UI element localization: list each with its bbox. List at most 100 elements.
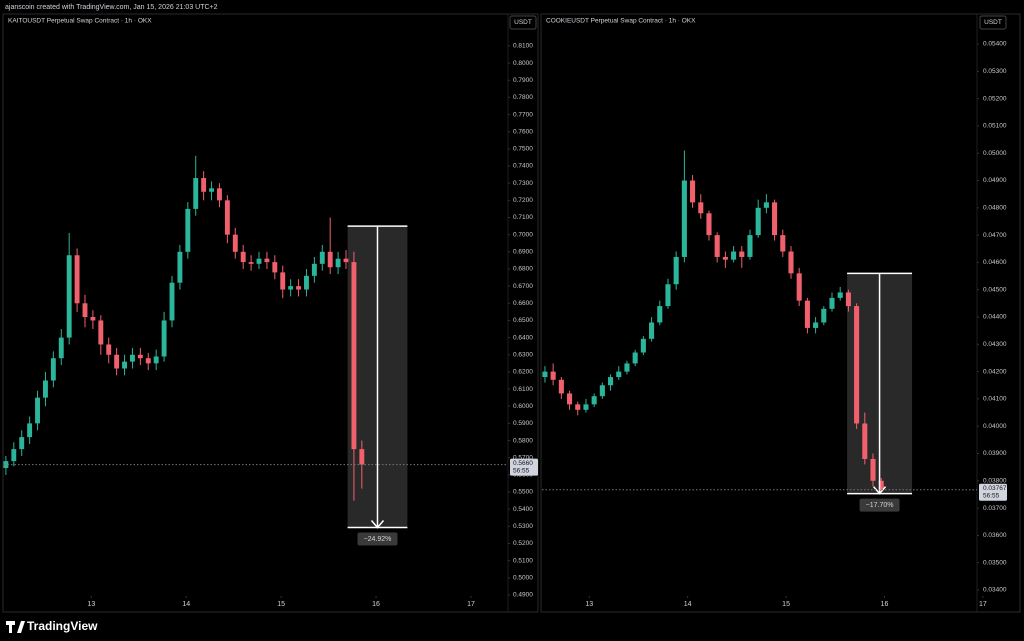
candle-body bbox=[122, 361, 127, 369]
y-tick-label: 0.04300 bbox=[983, 341, 1007, 348]
x-tick-label: 13 bbox=[585, 601, 593, 608]
candle-body bbox=[224, 200, 230, 235]
y-tick-label: 0.04900 bbox=[983, 177, 1007, 184]
candle-body bbox=[649, 322, 655, 339]
candle-body bbox=[657, 306, 663, 323]
y-tick-label: 0.7400 bbox=[513, 163, 533, 170]
y-tick-label: 0.04700 bbox=[983, 232, 1007, 239]
last-price-box bbox=[510, 458, 538, 476]
y-tick-label: 0.03700 bbox=[983, 505, 1007, 512]
candle-body bbox=[106, 344, 112, 355]
candle-body bbox=[145, 358, 151, 364]
candle-body bbox=[50, 358, 56, 381]
y-tick-label: 0.7600 bbox=[513, 128, 533, 135]
candle-body bbox=[698, 202, 704, 214]
y-tick-label: 0.03800 bbox=[983, 478, 1007, 485]
chart-title: COOKIEUSDT Perpetual Swap Contract · 1h … bbox=[546, 18, 696, 25]
currency-button[interactable] bbox=[979, 15, 1007, 30]
candle-body bbox=[114, 354, 120, 369]
currency-label: USDT bbox=[514, 19, 532, 26]
candle-body bbox=[319, 251, 325, 264]
measure-arrowhead bbox=[370, 520, 385, 529]
tradingview-logo: TradingView bbox=[6, 619, 98, 633]
candle-body bbox=[583, 404, 589, 410]
panel-frame bbox=[540, 13, 1021, 613]
candle-body bbox=[232, 234, 238, 252]
candle-body bbox=[240, 251, 246, 263]
y-tick-label: 0.7900 bbox=[513, 77, 533, 84]
candle-body bbox=[837, 292, 843, 298]
candle-body bbox=[35, 397, 40, 424]
candle-body bbox=[42, 380, 48, 398]
candle-body bbox=[3, 461, 9, 469]
y-tick-label: 0.7000 bbox=[513, 231, 533, 238]
x-tick-label: 16 bbox=[372, 601, 380, 608]
y-tick-label: 0.04200 bbox=[983, 368, 1007, 375]
candle-body bbox=[780, 235, 786, 252]
chart-title: KAITOUSDT Perpetual Swap Contract · 1h ·… bbox=[8, 18, 152, 25]
last-price-label: 0.5660 bbox=[513, 460, 533, 467]
candle-body bbox=[351, 262, 357, 450]
candle-body bbox=[870, 458, 876, 481]
candle-body bbox=[878, 480, 884, 490]
y-tick-label: 0.5800 bbox=[513, 437, 533, 444]
y-tick-label: 0.6700 bbox=[513, 283, 533, 290]
candle-body bbox=[58, 337, 64, 359]
candle-body bbox=[11, 449, 17, 462]
candle-body bbox=[845, 292, 851, 307]
candle-body bbox=[19, 437, 25, 450]
candle-body bbox=[640, 338, 646, 353]
currency-button[interactable] bbox=[509, 15, 537, 30]
y-tick-label: 0.7500 bbox=[513, 146, 533, 153]
candle-body bbox=[327, 251, 333, 268]
y-tick-label: 0.04800 bbox=[983, 205, 1007, 212]
candle-body bbox=[153, 356, 159, 364]
candle-body bbox=[772, 202, 778, 236]
x-tick-label: 14 bbox=[182, 601, 190, 608]
y-tick-label: 0.7800 bbox=[513, 94, 533, 101]
candle-body bbox=[542, 371, 548, 378]
countdown-label: 56:55 bbox=[983, 493, 1000, 500]
y-tick-label: 0.6600 bbox=[513, 300, 533, 307]
candle-body bbox=[755, 207, 761, 236]
logo-text: TradingView bbox=[27, 619, 98, 633]
y-tick-label: 0.5200 bbox=[513, 540, 533, 547]
y-tick-label: 0.04100 bbox=[983, 396, 1007, 403]
y-tick-label: 0.5300 bbox=[513, 523, 533, 530]
y-tick-label: 0.8100 bbox=[513, 43, 533, 50]
candle-body bbox=[608, 377, 614, 386]
candle-body bbox=[821, 308, 827, 323]
x-tick-label: 17 bbox=[467, 601, 475, 608]
candle-body bbox=[632, 352, 638, 364]
candle-body bbox=[796, 273, 802, 301]
candle-body bbox=[829, 297, 835, 309]
candle-body bbox=[681, 180, 687, 257]
y-tick-label: 0.05300 bbox=[983, 68, 1007, 75]
last-price-label: 0.03767 bbox=[983, 485, 1007, 492]
candle-body bbox=[248, 262, 254, 264]
candle-body bbox=[706, 213, 712, 236]
candle-body bbox=[217, 188, 222, 201]
y-tick-label: 0.5100 bbox=[513, 557, 533, 564]
logo-icon bbox=[6, 621, 25, 633]
y-tick-label: 0.6900 bbox=[513, 249, 533, 256]
x-tick-label: 13 bbox=[87, 601, 95, 608]
candle-body bbox=[567, 393, 573, 405]
measure-arrowhead bbox=[872, 486, 887, 495]
x-tick-label: 15 bbox=[782, 601, 790, 608]
candle-body bbox=[272, 262, 278, 273]
candle-body bbox=[335, 258, 341, 268]
candle-body bbox=[90, 317, 96, 321]
y-tick-label: 0.6100 bbox=[513, 386, 533, 393]
candle-body bbox=[169, 282, 175, 321]
candle-body bbox=[66, 255, 72, 338]
candle-body bbox=[624, 363, 630, 372]
y-tick-label: 0.4900 bbox=[513, 592, 533, 599]
candle-body bbox=[616, 371, 622, 378]
candle-body bbox=[27, 423, 33, 438]
y-tick-label: 0.03600 bbox=[983, 532, 1007, 539]
candle-body bbox=[137, 354, 143, 359]
y-tick-label: 0.7700 bbox=[513, 111, 533, 118]
